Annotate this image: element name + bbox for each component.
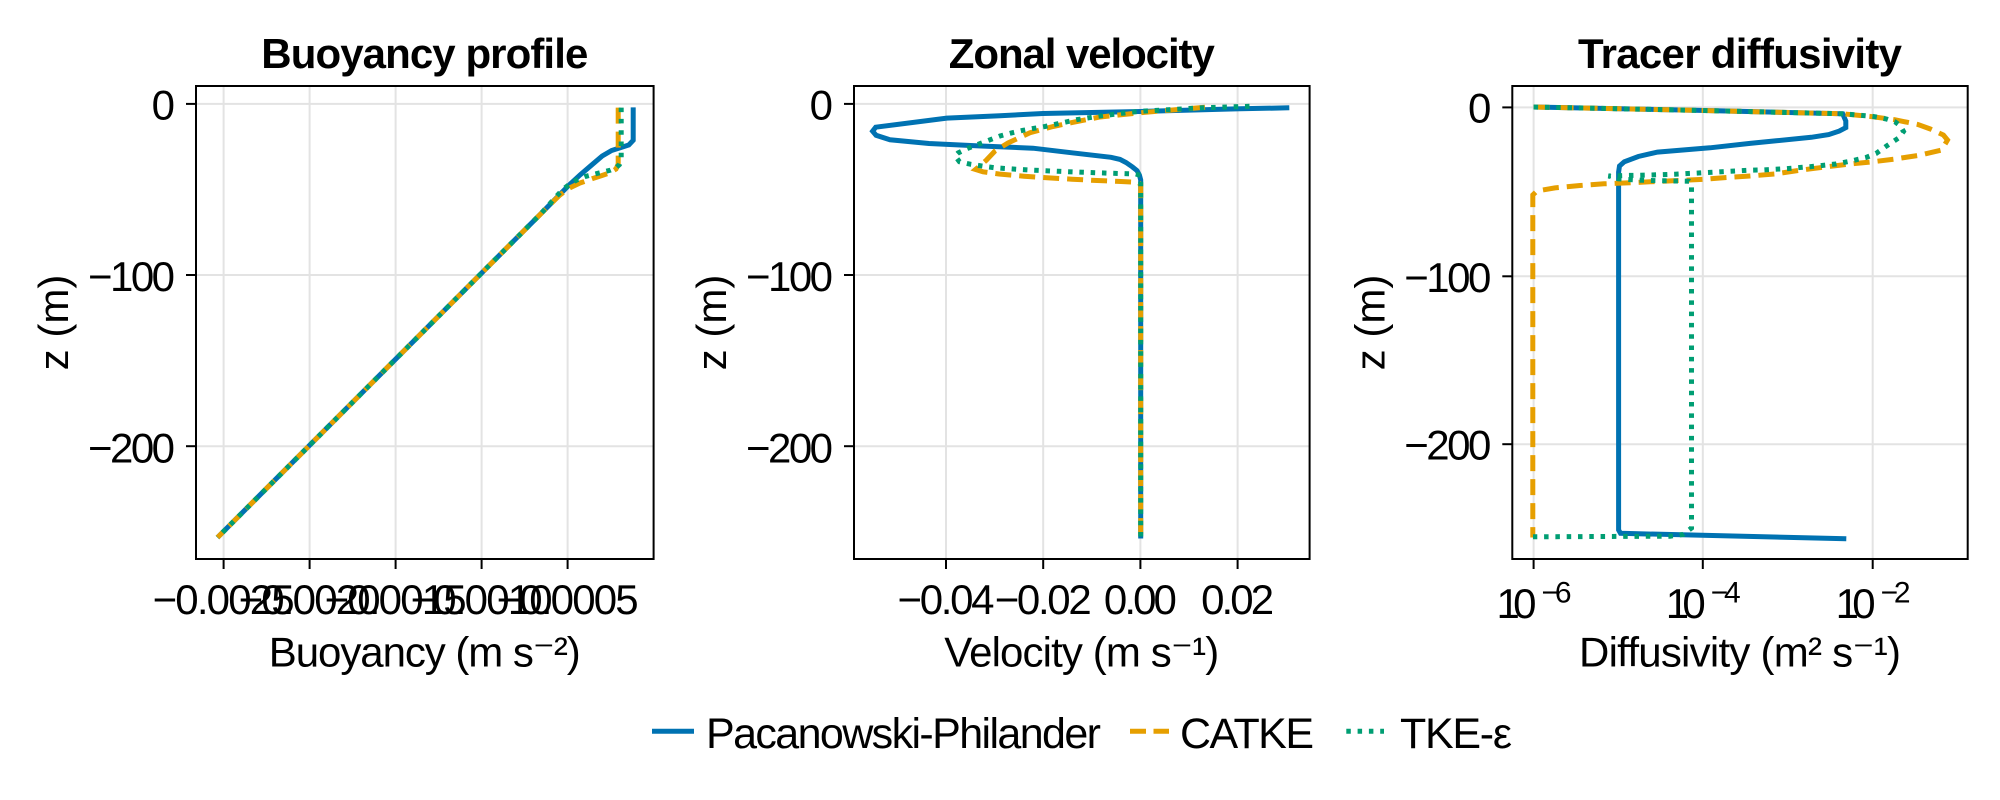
svg-text:Velocity (m s⁻¹): Velocity (m s⁻¹): [944, 629, 1219, 676]
svg-text:Diffusivity (m² s⁻¹): Diffusivity (m² s⁻¹): [1579, 629, 1901, 676]
svg-text:−6: −6: [1542, 577, 1572, 610]
svg-text:10: 10: [1666, 580, 1706, 627]
svg-text:−0.0010: −0.0010: [411, 576, 553, 623]
svg-text:10: 10: [1497, 580, 1537, 627]
svg-text:0.00: 0.00: [1104, 576, 1177, 623]
svg-text:−0.02: −0.02: [995, 576, 1092, 623]
svg-text:0.02: 0.02: [1201, 576, 1274, 623]
svg-text:10: 10: [1836, 580, 1876, 627]
svg-text:0: 0: [1468, 84, 1491, 131]
svg-text:−0.0015: −0.0015: [325, 576, 467, 623]
svg-text:−100: −100: [746, 253, 833, 300]
svg-text:−0.04: −0.04: [898, 576, 995, 623]
svg-text:Buoyancy profile: Buoyancy profile: [261, 30, 588, 77]
svg-text:z (m): z (m): [1346, 275, 1393, 371]
svg-text:Tracer diffusivity: Tracer diffusivity: [1578, 30, 1903, 77]
svg-text:z (m): z (m): [688, 275, 735, 371]
svg-text:−100: −100: [88, 253, 175, 300]
svg-text:−200: −200: [88, 424, 175, 471]
svg-text:Zonal velocity: Zonal velocity: [949, 30, 1216, 77]
svg-text:−200: −200: [746, 424, 833, 471]
svg-text:−2: −2: [1881, 577, 1911, 610]
svg-text:−4: −4: [1711, 577, 1741, 610]
svg-text:z (m): z (m): [30, 275, 77, 371]
svg-text:Buoyancy (m s⁻²): Buoyancy (m s⁻²): [269, 629, 581, 676]
svg-text:−0.0005: −0.0005: [497, 576, 639, 623]
svg-text:0: 0: [810, 81, 833, 128]
svg-text:Pacanowski-Philander: Pacanowski-Philander: [706, 710, 1101, 758]
svg-text:−100: −100: [1404, 254, 1491, 301]
svg-text:−0.0025: −0.0025: [153, 576, 295, 623]
svg-text:TKE-ε: TKE-ε: [1400, 710, 1512, 758]
svg-text:0: 0: [152, 81, 175, 128]
svg-text:CATKE: CATKE: [1180, 710, 1314, 758]
svg-text:−0.0020: −0.0020: [239, 576, 381, 623]
svg-text:−200: −200: [1404, 422, 1491, 469]
